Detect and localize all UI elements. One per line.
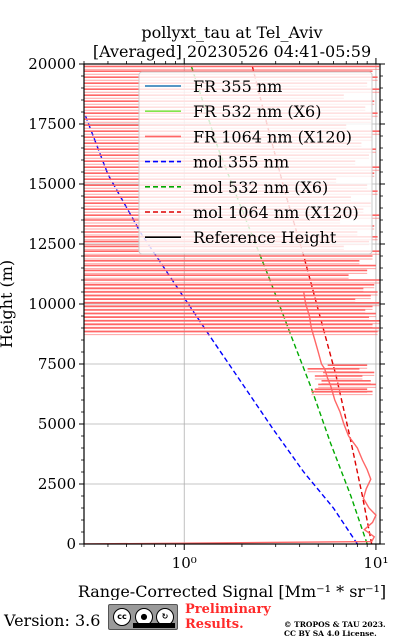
legend-label: mol 532 nm (X6) [193, 178, 328, 197]
legend-box [138, 71, 373, 255]
y-tick-label: 10000 [28, 295, 76, 313]
legend-label: mol 355 nm [193, 153, 289, 172]
chart-figure: pollyxt_tau at Tel_Aviv [Averaged] 20230… [0, 23, 388, 600]
x-axis-label: Range-Corrected Signal [Mm⁻¹ * sr⁻¹] [78, 582, 386, 600]
y-tick-label: 7500 [38, 355, 76, 373]
preliminary-notice: Preliminary Results. [185, 602, 271, 632]
cc-badge-strip [133, 623, 175, 628]
y-tick-label: 20000 [28, 55, 76, 73]
y-tick-label: 17500 [28, 115, 76, 133]
legend-label: FR 532 nm (X6) [193, 102, 321, 121]
legend-label: mol 1064 nm (X120) [193, 203, 359, 222]
preliminary-line2: Results. [185, 617, 244, 632]
y-tick-label: 12500 [28, 235, 76, 253]
series-mol-355-nm [84, 111, 358, 544]
plot-area: 0 2500 5000 7500 10000 12500 15000 17500 20000 10… [28, 55, 388, 572]
y-tick-label: 0 [66, 535, 76, 553]
x-tick-label: 10⁰ [172, 554, 197, 572]
legend-label: Reference Height [193, 228, 337, 247]
cc-license-badge[interactable]: cc ● ↻ [108, 604, 178, 630]
series-fr-1064-nm-x120- [84, 291, 377, 544]
y-axis-label: Height (m) [0, 260, 16, 348]
copyright-notice: © TROPOS & TAU 2023. CC BY SA 4.0 Licens… [284, 620, 386, 638]
chart-title-line1: pollyxt_tau at Tel_Aviv [141, 23, 322, 42]
version-label: Version: 3.6 [4, 611, 101, 630]
copyright-line1: © TROPOS & TAU 2023. [284, 620, 386, 629]
cc-icon: cc [113, 608, 131, 626]
y-tick-label: 5000 [38, 415, 76, 433]
copyright-line2: CC BY SA 4.0 License. [284, 629, 377, 638]
y-tick-label: 2500 [38, 475, 76, 493]
legend-label: FR 355 nm [193, 77, 282, 96]
preliminary-line1: Preliminary [185, 602, 271, 617]
y-tick-label: 15000 [28, 175, 76, 193]
chart-title-line2: [Averaged] 20230526 04:41-05:59 [93, 42, 371, 61]
x-tick-label: 10¹ [363, 554, 388, 572]
legend-label: FR 1064 nm (X120) [193, 127, 352, 146]
